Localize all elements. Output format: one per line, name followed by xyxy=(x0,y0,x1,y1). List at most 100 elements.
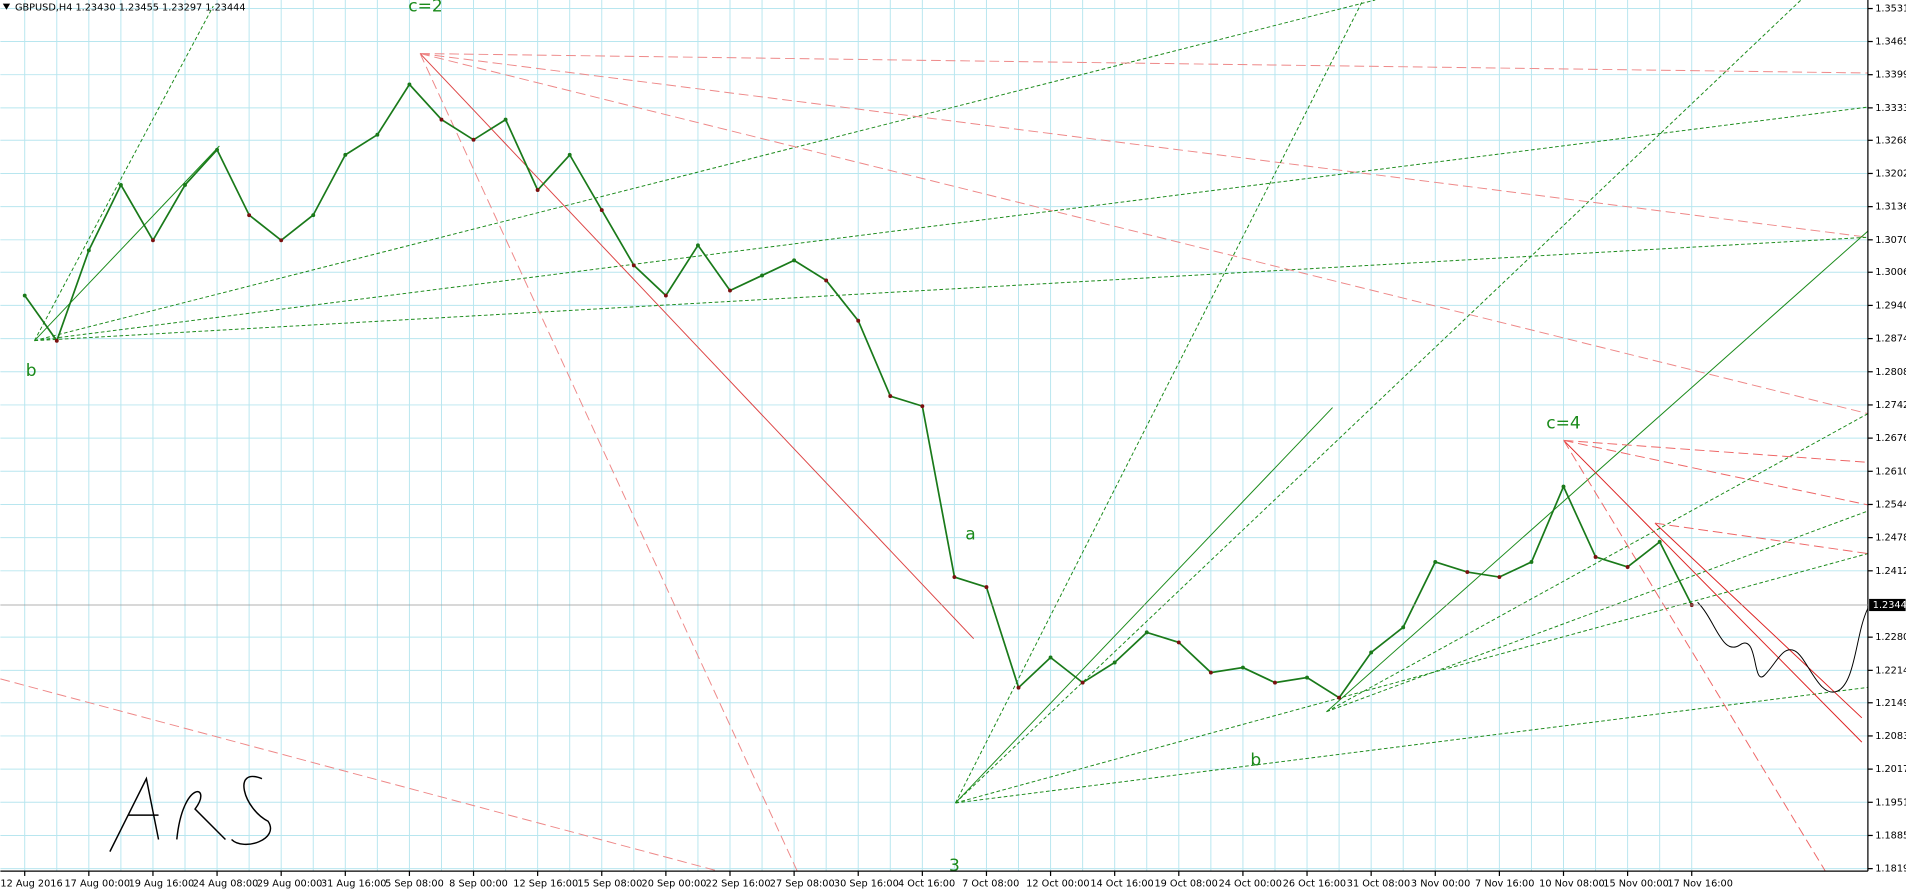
y-tick-label: 1.30709 xyxy=(1875,235,1906,246)
price-point xyxy=(663,293,668,298)
x-tick-label: 22 Sep 16:00 xyxy=(706,878,771,889)
price-point xyxy=(856,318,861,323)
fan-line xyxy=(1563,440,1826,872)
price-point xyxy=(824,278,829,283)
fan-line xyxy=(34,0,1376,342)
x-tick-label: 12 Sep 16:00 xyxy=(513,878,578,889)
y-tick-label: 1.33334 xyxy=(1875,103,1906,114)
price-point xyxy=(407,82,412,87)
fan-line xyxy=(419,53,975,640)
y-tick-label: 1.22144 xyxy=(1875,665,1906,676)
fan-line xyxy=(1654,522,1863,719)
y-tick-label: 1.21499 xyxy=(1875,698,1906,709)
price-point xyxy=(1465,570,1470,574)
x-tick-label: 4 Oct 16:00 xyxy=(898,878,955,889)
menu-arrow xyxy=(2,3,11,10)
x-tick-label: 19 Aug 16:00 xyxy=(129,878,195,889)
x-tick-label: 12 Oct 00:00 xyxy=(1026,878,1089,889)
y-tick-label: 1.28084 xyxy=(1875,367,1906,378)
fan-line xyxy=(1326,510,1869,713)
price-point xyxy=(599,208,604,213)
x-tick-label: 19 Oct 08:00 xyxy=(1154,878,1217,889)
last-price-box xyxy=(1869,598,1906,612)
price-point xyxy=(1080,680,1085,685)
y-tick-label: 1.18199 xyxy=(1875,864,1906,875)
price-point xyxy=(760,273,764,278)
y-tick-label: 1.26764 xyxy=(1875,433,1906,444)
y-tick-label: 1.25444 xyxy=(1875,499,1906,510)
price-point xyxy=(439,117,444,122)
x-tick-label: 3 Nov 00:00 xyxy=(1411,878,1470,889)
last-price-label: 1.23444 xyxy=(1873,600,1906,611)
price-point xyxy=(343,152,348,157)
x-tick-label: 27 Sep 08:00 xyxy=(770,878,835,889)
price-point xyxy=(279,238,284,243)
price-point xyxy=(631,263,636,268)
fan-line xyxy=(0,678,719,872)
y-tick-label: 1.27424 xyxy=(1875,400,1906,411)
y-tick-label: 1.24784 xyxy=(1875,533,1906,544)
price-point xyxy=(984,585,989,590)
fan-line xyxy=(1563,440,1863,743)
price-point xyxy=(1337,695,1342,700)
price-point xyxy=(183,183,187,187)
fan-line xyxy=(1563,439,1869,506)
price-point xyxy=(1240,665,1245,670)
price-point xyxy=(1273,680,1277,685)
price-point xyxy=(1593,554,1598,559)
fan-line xyxy=(955,686,1868,804)
y-tick-label: 1.28744 xyxy=(1875,334,1906,345)
x-tick-label: 29 Aug 00:00 xyxy=(257,878,323,889)
price-point xyxy=(86,248,91,253)
price-point xyxy=(471,137,476,142)
x-tick-label: 15 Sep 08:00 xyxy=(577,878,642,889)
fan-line xyxy=(34,5,214,341)
price-point xyxy=(22,293,27,298)
y-tick-label: 1.26104 xyxy=(1875,466,1906,477)
y-tick-label: 1.18859 xyxy=(1875,830,1906,841)
y-tick-label: 1.20839 xyxy=(1875,731,1906,742)
x-tick-label: 17 Aug 00:00 xyxy=(65,878,131,889)
chart-title: GBPUSD,H4 1.23430 1.23455 1.23297 1.2344… xyxy=(15,2,246,13)
x-tick-label: 15 Nov 00:00 xyxy=(1603,878,1669,889)
price-point xyxy=(567,152,572,157)
price-point xyxy=(1401,625,1406,630)
y-tick-label: 1.30064 xyxy=(1875,267,1906,278)
x-tick-label: 24 Aug 08:00 xyxy=(193,878,259,889)
price-point xyxy=(375,132,380,137)
y-tick-label: 1.22804 xyxy=(1875,632,1906,643)
price-point xyxy=(503,117,508,122)
wave-label: b xyxy=(26,361,37,381)
x-tick-label: 12 Aug 2016 xyxy=(0,878,62,889)
price-point xyxy=(247,213,252,218)
price-point xyxy=(1497,575,1502,579)
y-tick-label: 1.33994 xyxy=(1875,70,1906,81)
price-point xyxy=(1625,565,1630,569)
y-tick-label: 1.19519 xyxy=(1875,797,1906,808)
wave-label: c=4 xyxy=(1546,414,1580,434)
y-tick-label: 1.32029 xyxy=(1875,168,1906,179)
x-tick-label: 7 Oct 08:00 xyxy=(962,878,1019,889)
y-tick-label: 1.32689 xyxy=(1875,135,1906,146)
price-point xyxy=(1657,539,1662,544)
price-point xyxy=(920,404,925,409)
price-point xyxy=(952,575,957,579)
price-point xyxy=(535,188,540,192)
price-point xyxy=(1208,670,1213,675)
price-point xyxy=(1048,655,1053,660)
price-point xyxy=(888,394,893,399)
fan-line xyxy=(34,145,220,341)
fan-line xyxy=(955,553,1869,804)
x-tick-label: 8 Sep 00:00 xyxy=(449,878,508,889)
price-point xyxy=(1305,675,1309,680)
x-tick-label: 31 Aug 16:00 xyxy=(321,878,387,889)
fan-line xyxy=(954,0,1364,804)
fan-line xyxy=(419,53,798,872)
fan-line xyxy=(34,236,1868,342)
fan-lines xyxy=(0,0,1869,872)
x-tick-label: 24 Oct 00:00 xyxy=(1219,878,1282,889)
fan-line xyxy=(420,53,1868,74)
